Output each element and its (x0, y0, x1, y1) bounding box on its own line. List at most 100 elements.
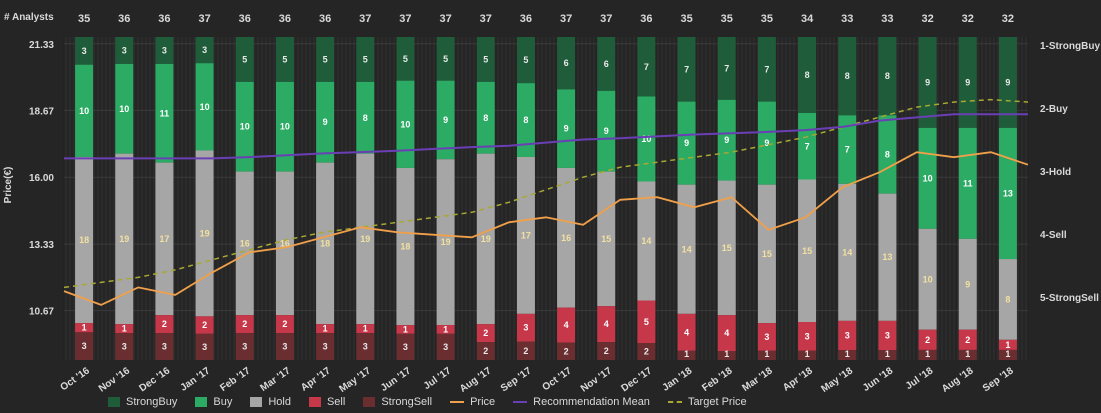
bar-label-sell: 3 (523, 323, 528, 333)
legend-item-strongsell[interactable]: StrongSell (363, 396, 432, 408)
bar-label-strongsell: 1 (1005, 349, 1010, 359)
bar-buy (396, 80, 415, 168)
analyst-count: 37 (198, 13, 210, 25)
bar-label-buy: 9 (604, 126, 609, 136)
bar-label-strongbuy: 3 (82, 46, 87, 56)
plot-area (64, 37, 1028, 360)
bar-label-hold: 19 (360, 234, 370, 244)
bar-strongbuy (316, 37, 335, 82)
bar-label-sell: 1 (363, 324, 368, 334)
bar-label-sell: 4 (564, 320, 569, 330)
bar-sell (75, 323, 94, 333)
x-tick-label: May '17 (337, 365, 373, 392)
bar-label-hold: 17 (159, 234, 169, 244)
analyst-count: 37 (439, 13, 451, 25)
bar-strongsell (275, 333, 294, 360)
y-tick-label: 10.67 (29, 307, 54, 318)
bar-label-strongsell: 2 (523, 346, 528, 356)
bar-label-strongsell: 3 (122, 342, 127, 352)
bar-sell (717, 315, 736, 352)
legend-item-recommendation-mean[interactable]: Recommendation Mean (513, 396, 650, 408)
legend-item-strongbuy[interactable]: StrongBuy (108, 396, 177, 408)
legend-label: StrongSell (381, 396, 433, 408)
bar-buy (597, 90, 616, 172)
bar-hold (878, 193, 897, 321)
bar-sell (516, 313, 535, 342)
analyst-count: 36 (118, 13, 130, 25)
bar-hold (677, 184, 696, 314)
bar-hold (476, 153, 495, 325)
bar-hold (798, 179, 817, 322)
bar-strongsell (396, 333, 415, 360)
bar-label-buy: 10 (400, 119, 410, 129)
bar-strongbuy (516, 37, 535, 84)
bar-buy (115, 63, 134, 154)
legend-item-sell[interactable]: Sell (308, 396, 346, 408)
bar-strongbuy (436, 37, 455, 81)
bar-label-buy: 8 (523, 115, 528, 125)
bar-hold (557, 167, 576, 308)
bar-label-strongbuy: 7 (644, 62, 649, 72)
bar-label-strongsell: 1 (764, 349, 769, 359)
analyst-count: 35 (761, 13, 773, 25)
bar-label-strongsell: 3 (282, 342, 287, 352)
legend-label: Sell (326, 396, 346, 408)
legend-item-price[interactable]: Price (450, 396, 495, 408)
analyst-count: 34 (801, 13, 814, 25)
bar-sell (838, 320, 857, 351)
bar-label-strongsell: 1 (684, 349, 689, 359)
bar-sell (597, 306, 616, 343)
bar-sell (275, 315, 294, 334)
bar-strongbuy (356, 37, 375, 82)
bar-strongsell (798, 350, 817, 360)
rating-axis-label: 3-Hold (1040, 167, 1071, 178)
bar-hold (637, 181, 656, 301)
bar-buy (757, 101, 776, 185)
bar-label-buy: 9 (323, 117, 328, 127)
bar-label-sell: 3 (885, 331, 890, 341)
bar-label-strongsell: 3 (403, 342, 408, 352)
analyst-count: 32 (962, 13, 974, 25)
bar-label-strongsell: 3 (443, 342, 448, 352)
bar-strongsell (356, 333, 375, 360)
bar-buy (878, 115, 897, 194)
analyst-count: 36 (319, 13, 331, 25)
x-tick-label: Mar '18 (740, 365, 775, 392)
legend-label: Buy (213, 396, 233, 408)
bar-label-buy: 9 (564, 124, 569, 134)
bar-strongbuy (476, 37, 495, 82)
bar-label-hold: 19 (481, 234, 491, 244)
x-tick-label: Oct '16 (59, 365, 93, 392)
bar-label-sell: 2 (965, 335, 970, 345)
bar-strongsell (838, 350, 857, 360)
legend-item-hold[interactable]: Hold (250, 396, 291, 408)
bar-strongsell (717, 351, 736, 360)
bar-hold (316, 162, 335, 325)
bar-label-hold: 19 (441, 237, 451, 247)
x-tick-label: Apr '18 (781, 365, 815, 392)
bar-buy (235, 81, 254, 172)
bar-label-strongbuy: 3 (162, 45, 167, 55)
bar-hold (717, 180, 736, 316)
bar-label-buy: 13 (1003, 188, 1013, 198)
bar-label-sell: 2 (162, 319, 167, 329)
legend-item-buy[interactable]: Buy (195, 396, 232, 408)
bar-label-buy: 11 (160, 108, 170, 118)
bar-label-strongbuy: 6 (604, 59, 609, 69)
bar-strongbuy (878, 37, 897, 116)
bar-label-strongsell: 3 (323, 342, 328, 352)
bar-label-hold: 15 (601, 234, 611, 244)
x-tick-label: Jul '18 (904, 365, 936, 392)
bar-strongbuy (155, 37, 174, 64)
legend-swatch (667, 401, 682, 403)
bar-strongbuy (918, 37, 937, 128)
legend-item-target-price[interactable]: Target Price (667, 396, 747, 408)
bar-buy (717, 99, 736, 181)
bar-strongbuy (195, 37, 214, 64)
bar-strongsell (878, 350, 897, 360)
bar-label-strongbuy: 5 (483, 54, 488, 64)
bar-strongbuy (958, 37, 977, 128)
bar-sell (878, 320, 897, 351)
bar-label-strongbuy: 5 (443, 54, 448, 64)
bar-sell (195, 316, 214, 334)
